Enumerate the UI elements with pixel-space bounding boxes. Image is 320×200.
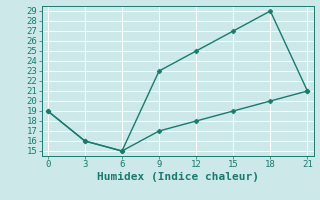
X-axis label: Humidex (Indice chaleur): Humidex (Indice chaleur) <box>97 172 259 182</box>
